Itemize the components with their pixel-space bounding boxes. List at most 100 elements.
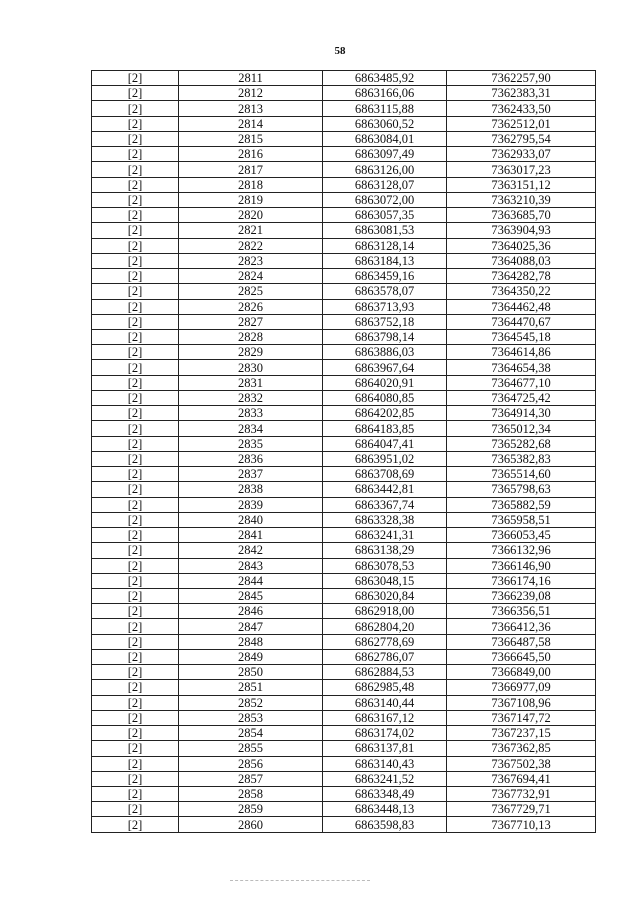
section-ref-cell: [2]	[91, 709, 179, 727]
x-coordinate-cell: 6863166,06	[322, 85, 447, 102]
x-coordinate-cell: 6863241,31	[322, 527, 447, 544]
point-number-cell: 2824	[178, 268, 323, 285]
x-coordinate-cell: 6863138,29	[322, 542, 447, 559]
y-coordinate-cell: 7366412,36	[446, 618, 596, 635]
table-row: [2] 2824 6863459,16 7364282,78	[91, 268, 596, 285]
x-coordinate-cell: 6863951,02	[322, 450, 447, 468]
point-number-cell: 2832	[178, 389, 323, 407]
section-ref-cell: [2]	[91, 466, 179, 483]
point-number-cell: 2817	[178, 161, 323, 178]
x-coordinate-cell: 6863140,44	[322, 694, 447, 711]
table-row: [2] 2832 6864080,85 7364725,42	[91, 389, 596, 407]
page-number: 58	[334, 45, 346, 57]
section-ref-cell: [2]	[91, 100, 179, 117]
point-number-cell: 2855	[178, 740, 323, 757]
section-ref-cell: [2]	[91, 268, 179, 285]
y-coordinate-cell: 7364350,22	[446, 283, 596, 300]
section-ref-cell: [2]	[91, 191, 179, 209]
table-row: [2] 2819 6863072,00 7363210,39	[91, 191, 596, 209]
x-coordinate-cell: 6863713,93	[322, 298, 447, 315]
section-ref-cell: [2]	[91, 557, 179, 574]
table-row: [2] 2840 6863328,38 7365958,51	[91, 511, 596, 529]
point-number-cell: 2842	[178, 542, 323, 559]
table-row: [2] 2813 6863115,88 7362433,50	[91, 100, 596, 117]
point-number-cell: 2830	[178, 359, 323, 376]
section-ref-cell: [2]	[91, 328, 179, 346]
section-ref-cell: [2]	[91, 450, 179, 468]
point-number-cell: 2856	[178, 755, 323, 772]
y-coordinate-cell: 7362933,07	[446, 146, 596, 163]
y-coordinate-cell: 7364725,42	[446, 389, 596, 407]
point-number-cell: 2858	[178, 786, 323, 803]
y-coordinate-cell: 7365958,51	[446, 511, 596, 529]
section-ref-cell: [2]	[91, 313, 179, 330]
y-coordinate-cell: 7365798,63	[446, 481, 596, 498]
point-number-cell: 2822	[178, 237, 323, 254]
table-row: [2] 2836 6863951,02 7365382,83	[91, 450, 596, 468]
point-number-cell: 2854	[178, 725, 323, 742]
section-ref-cell: [2]	[91, 298, 179, 315]
y-coordinate-cell: 7367694,41	[446, 770, 596, 788]
point-number-cell: 2813	[178, 100, 323, 117]
section-ref-cell: [2]	[91, 664, 179, 681]
section-ref-cell: [2]	[91, 207, 179, 224]
y-coordinate-cell: 7367362,85	[446, 740, 596, 757]
y-coordinate-cell: 7365382,83	[446, 450, 596, 468]
table-row: [2] 2849 6862786,07 7366645,50	[91, 648, 596, 666]
y-coordinate-cell: 7367732,91	[446, 786, 596, 803]
table-row: [2] 2830 6863967,64 7364654,38	[91, 359, 596, 376]
y-coordinate-cell: 7367710,13	[446, 816, 596, 833]
section-ref-cell: [2]	[91, 237, 179, 254]
table-row: [2] 2853 6863167,12 7367147,72	[91, 709, 596, 727]
footer-divider	[230, 880, 370, 881]
section-ref-cell: [2]	[91, 420, 179, 437]
x-coordinate-cell: 6863578,07	[322, 283, 447, 300]
section-ref-cell: [2]	[91, 816, 179, 833]
section-ref-cell: [2]	[91, 389, 179, 407]
y-coordinate-cell: 7365012,34	[446, 420, 596, 437]
coordinates-table: [2] 2811 6863485,92 7362257,90 [2] 2812 686316…	[91, 69, 596, 833]
section-ref-cell: [2]	[91, 405, 179, 422]
y-coordinate-cell: 7365514,60	[446, 466, 596, 483]
y-coordinate-cell: 7364545,18	[446, 328, 596, 346]
table-row: [2] 2822 6863128,14 7364025,36	[91, 237, 596, 254]
section-ref-cell: [2]	[91, 786, 179, 803]
section-ref-cell: [2]	[91, 435, 179, 452]
point-number-cell: 2820	[178, 207, 323, 224]
x-coordinate-cell: 6864080,85	[322, 389, 447, 407]
point-number-cell: 2837	[178, 466, 323, 483]
section-ref-cell: [2]	[91, 633, 179, 650]
x-coordinate-cell: 6863328,38	[322, 511, 447, 529]
point-number-cell: 2843	[178, 557, 323, 574]
point-number-cell: 2823	[178, 252, 323, 270]
y-coordinate-cell: 7363904,93	[446, 222, 596, 239]
point-number-cell: 2844	[178, 572, 323, 589]
point-number-cell: 2821	[178, 222, 323, 239]
point-number-cell: 2852	[178, 694, 323, 711]
table-row: [2] 2823 6863184,13 7364088,03	[91, 252, 596, 270]
x-coordinate-cell: 6863367,74	[322, 496, 447, 513]
point-number-cell: 2815	[178, 130, 323, 148]
y-coordinate-cell: 7362257,90	[446, 69, 596, 87]
y-coordinate-cell: 7366849,00	[446, 664, 596, 681]
point-number-cell: 2827	[178, 313, 323, 330]
y-coordinate-cell: 7366146,90	[446, 557, 596, 574]
section-ref-cell: [2]	[91, 374, 179, 391]
section-ref-cell: [2]	[91, 572, 179, 589]
x-coordinate-cell: 6862786,07	[322, 648, 447, 666]
section-ref-cell: [2]	[91, 648, 179, 666]
x-coordinate-cell: 6863137,81	[322, 740, 447, 757]
section-ref-cell: [2]	[91, 587, 179, 605]
point-number-cell: 2814	[178, 115, 323, 132]
section-ref-cell: [2]	[91, 161, 179, 178]
point-number-cell: 2838	[178, 481, 323, 498]
section-ref-cell: [2]	[91, 694, 179, 711]
point-number-cell: 2845	[178, 587, 323, 605]
table-row: [2] 2860 6863598,83 7367710,13	[91, 816, 596, 833]
table-row: [2] 2854 6863174,02 7367237,15	[91, 725, 596, 742]
section-ref-cell: [2]	[91, 740, 179, 757]
table-row: [2] 2835 6864047,41 7365282,68	[91, 435, 596, 452]
point-number-cell: 2840	[178, 511, 323, 529]
table-row: [2] 2833 6864202,85 7364914,30	[91, 405, 596, 422]
x-coordinate-cell: 6863348,49	[322, 786, 447, 803]
